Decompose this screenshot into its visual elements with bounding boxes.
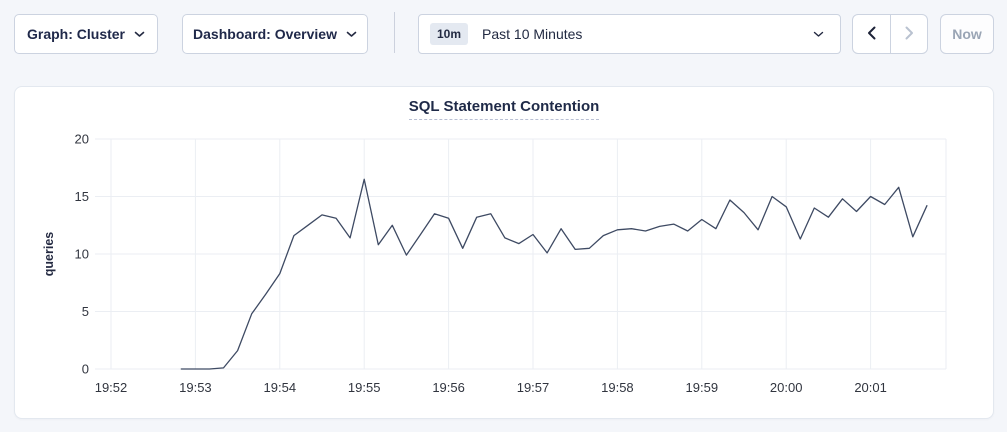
- next-time-window-button[interactable]: [890, 15, 927, 53]
- chevron-left-icon: [867, 26, 876, 43]
- chevron-right-icon: [905, 26, 914, 43]
- svg-text:19:55: 19:55: [348, 380, 381, 395]
- svg-text:19:56: 19:56: [432, 380, 465, 395]
- graph-dropdown[interactable]: Graph: Cluster: [14, 14, 158, 54]
- svg-text:19:53: 19:53: [179, 380, 212, 395]
- dashboard-dropdown[interactable]: Dashboard: Overview: [182, 14, 368, 54]
- svg-text:19:58: 19:58: [601, 380, 634, 395]
- svg-text:19:59: 19:59: [686, 380, 719, 395]
- svg-text:0: 0: [82, 362, 89, 377]
- svg-text:20:00: 20:00: [770, 380, 803, 395]
- now-button-label: Now: [952, 26, 982, 42]
- time-window-label: Past 10 Minutes: [482, 26, 583, 42]
- svg-text:20:01: 20:01: [854, 380, 887, 395]
- dashboard-dropdown-label: Dashboard: Overview: [193, 26, 337, 42]
- chart-title[interactable]: SQL Statement Contention: [408, 98, 600, 120]
- chart-card: SQL Statement Contention 0 5 10 15 20 19:52 19…: [14, 86, 994, 419]
- previous-time-window-button[interactable]: [853, 15, 890, 53]
- line-chart-canvas[interactable]: 0 5 10 15 20 19:52 19:53 19:54 19:55 19:56 19:57 19…: [15, 87, 995, 420]
- svg-text:15: 15: [75, 189, 89, 204]
- toolbar-divider: [394, 12, 395, 53]
- svg-text:19:57: 19:57: [517, 380, 550, 395]
- svg-text:5: 5: [82, 304, 89, 319]
- svg-text:20: 20: [75, 132, 89, 147]
- svg-text:10: 10: [75, 247, 89, 262]
- time-step-group: [852, 14, 928, 54]
- svg-text:19:54: 19:54: [264, 380, 297, 395]
- chevron-down-icon: [134, 31, 145, 38]
- now-button[interactable]: Now: [940, 14, 994, 54]
- chevron-down-icon: [813, 25, 824, 43]
- svg-text:19:52: 19:52: [95, 380, 128, 395]
- chevron-down-icon: [346, 31, 357, 38]
- metrics-toolbar: Graph: Cluster Dashboard: Overview 10m P…: [0, 0, 1007, 68]
- graph-dropdown-label: Graph: Cluster: [26, 26, 125, 42]
- time-range-selector[interactable]: 10m Past 10 Minutes: [418, 14, 841, 54]
- svg-text:queries: queries: [42, 232, 56, 277]
- time-window-badge: 10m: [430, 23, 469, 45]
